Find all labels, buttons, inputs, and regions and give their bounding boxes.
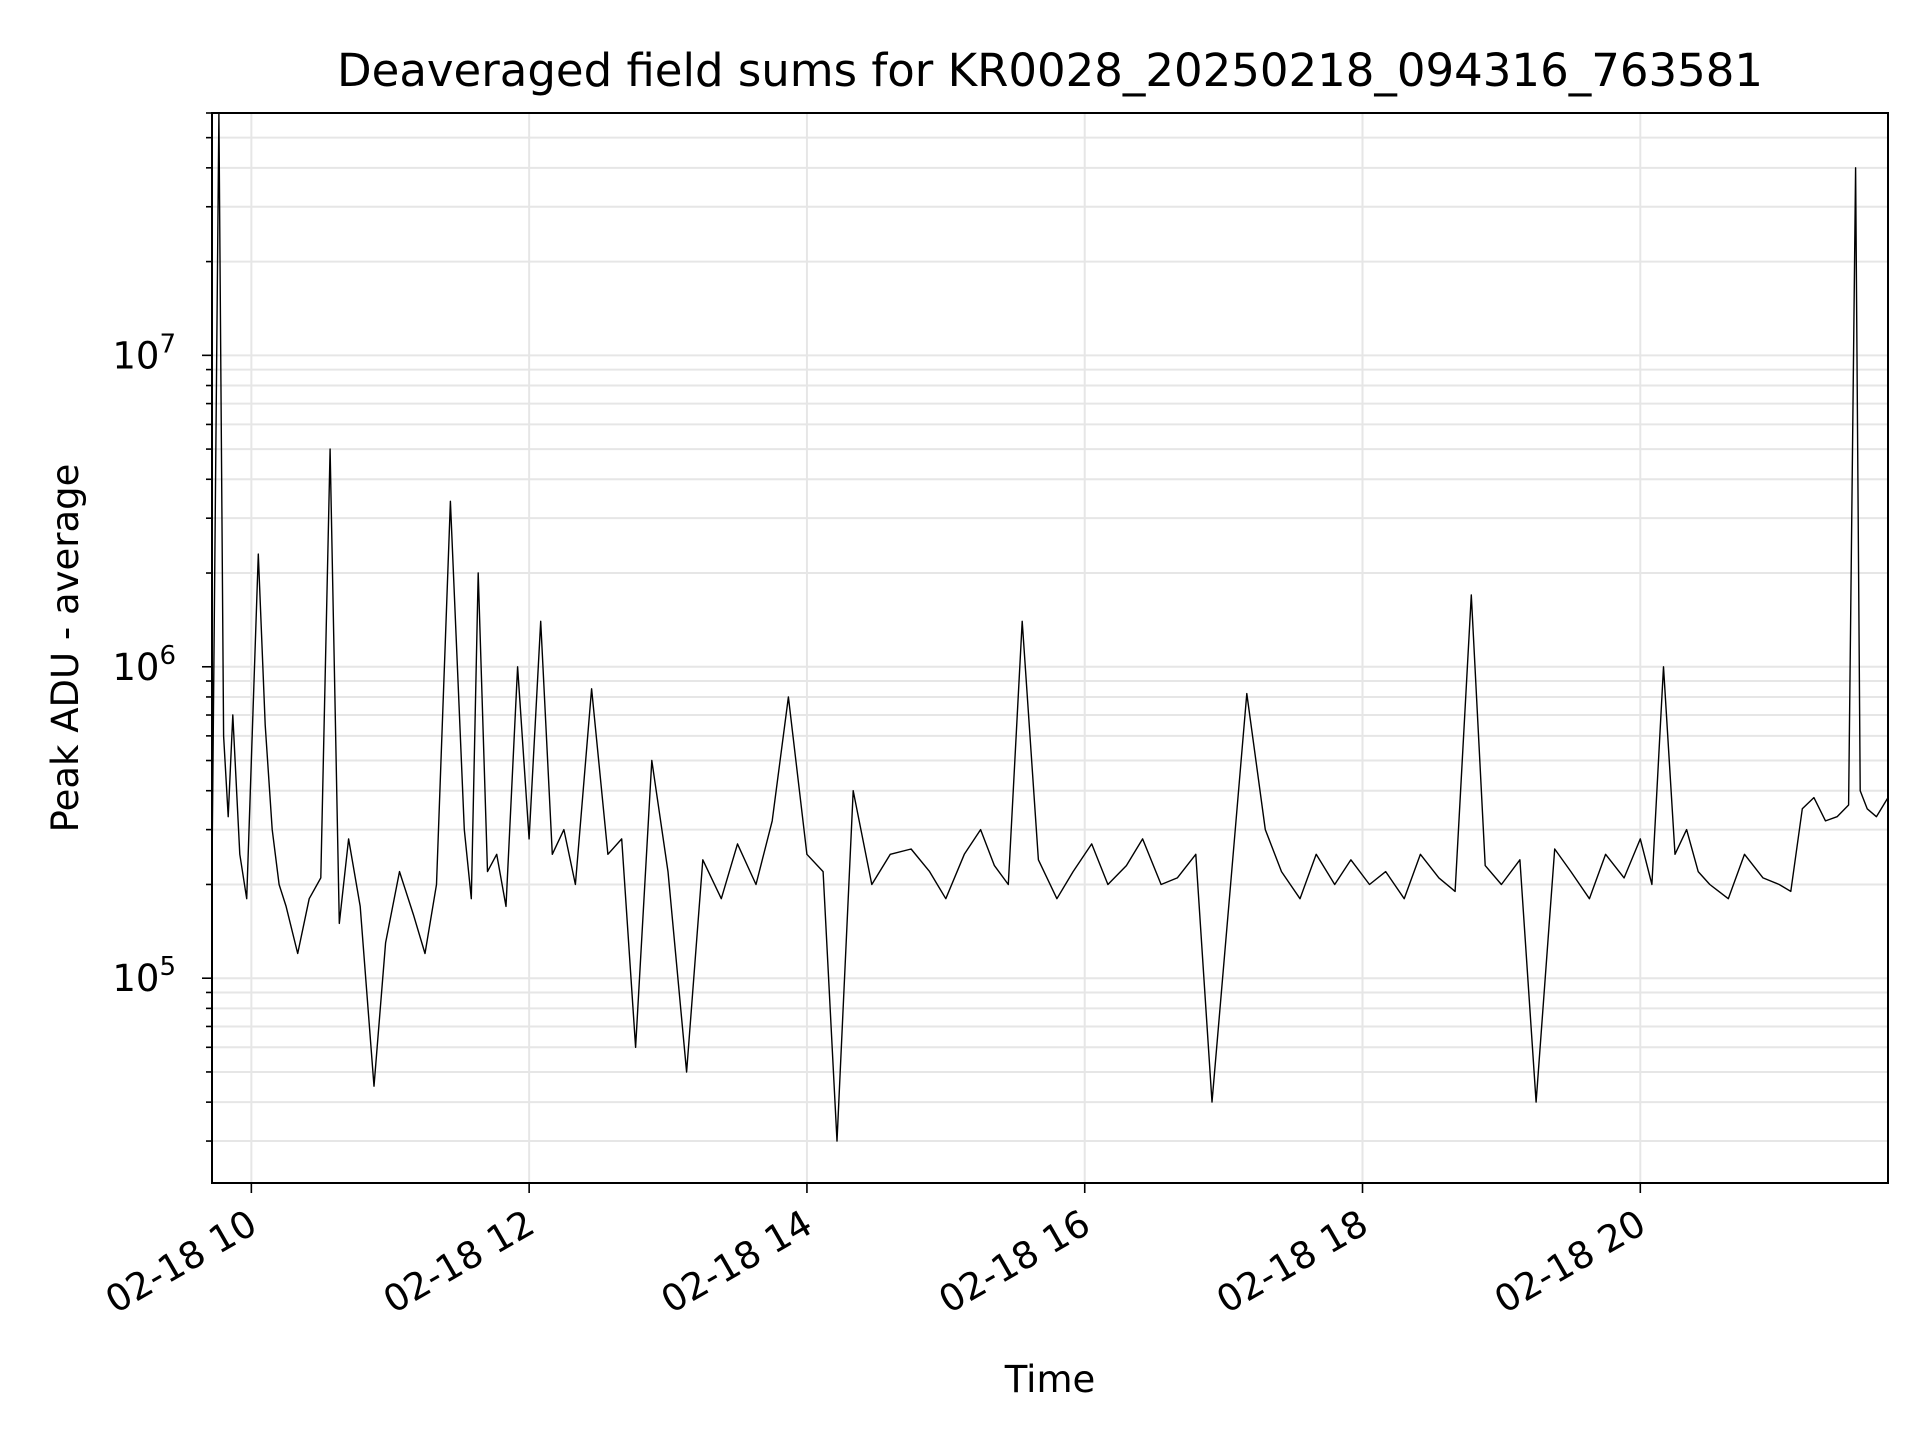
y-tick-label: 106 <box>112 641 176 689</box>
chart-title: Deaveraged field sums for KR0028_2025021… <box>337 44 1763 97</box>
grid <box>202 112 1888 1193</box>
y-tick-label: 107 <box>112 329 176 377</box>
x-tick-label: 02-18 12 <box>376 1202 542 1322</box>
x-axis-label: Time <box>1004 1358 1096 1401</box>
x-tick-label: 02-18 14 <box>654 1202 820 1322</box>
series-line <box>211 112 1889 1142</box>
x-tick-label: 02-18 16 <box>932 1202 1098 1322</box>
series-layer <box>211 112 1889 1142</box>
x-tick-label: 02-18 10 <box>98 1202 264 1322</box>
x-axis-ticks: 02-18 10 02-18 12 02-18 14 02-18 16 02-18 18… <box>98 1202 1653 1322</box>
y-tick-label: 105 <box>112 952 176 1000</box>
y-axis-ticks: 105 106 107 <box>112 329 176 1000</box>
plot-frame <box>211 112 1889 1184</box>
x-tick-label: 02-18 20 <box>1487 1202 1653 1322</box>
x-tick-label: 02-18 18 <box>1209 1202 1375 1322</box>
y-axis-label: Peak ADU - average <box>44 464 87 833</box>
